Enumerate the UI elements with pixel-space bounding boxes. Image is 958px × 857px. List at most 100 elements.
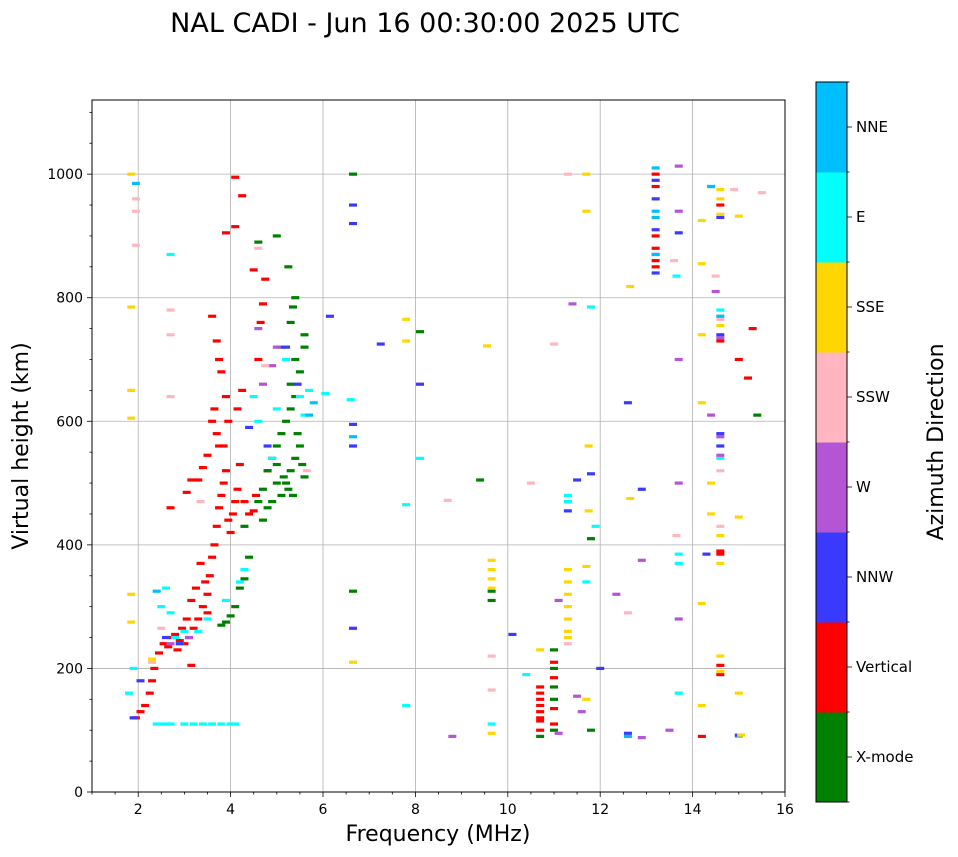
data-point [148,679,157,683]
data-point [563,617,572,621]
data-point [651,252,660,257]
data-point [245,512,254,516]
data-point [349,221,358,226]
data-point [550,648,558,652]
data-point [277,345,286,349]
data-point [508,632,517,637]
data-point [563,635,572,640]
data-point [321,391,330,396]
data-point [166,642,175,646]
data-point [651,215,660,219]
data-point [231,500,240,504]
data-point [258,382,267,386]
data-point [674,164,683,168]
data-point [349,203,358,207]
data-point [284,265,293,269]
data-point [550,722,558,726]
data-point [127,620,136,624]
data-point [173,648,182,652]
data-point [416,330,425,334]
data-point [180,722,189,726]
data-point [757,191,766,195]
colorbar-label: SSE [856,298,885,316]
data-point [550,706,558,711]
colorbar-label: E [856,208,865,226]
data-point [198,605,207,609]
y-axis: 0 200 400 600 800 1000 [47,111,92,801]
data-point [182,617,191,621]
data-point [282,345,291,349]
data-point [175,639,184,643]
data-point [300,413,309,417]
data-point [586,537,595,541]
data-point [623,611,632,615]
data-point [716,339,725,343]
data-point [487,567,496,572]
data-point [716,549,725,553]
colorbar-title: Azimuth Direction [924,343,949,540]
data-point [349,172,358,176]
data-point [282,357,291,362]
data-point [238,388,247,392]
data-point [716,669,725,674]
data-point [674,617,683,621]
data-point [716,453,725,457]
colorbar-segment [816,262,847,353]
data-point [672,274,681,278]
data-point [201,580,210,584]
chart-title: NAL CADI - Jun 16 00:30:00 2025 UTC [170,8,680,39]
data-point [254,500,263,504]
data-point [674,209,683,213]
data-point [309,401,318,405]
data-point [302,469,311,473]
data-point [194,478,203,482]
data-point [582,697,591,701]
data-point [157,626,166,630]
data-point [148,660,157,664]
colorbar-label: W [856,478,871,496]
data-point [152,589,161,593]
series-nne [131,166,725,738]
data-point [191,586,200,590]
data-point [563,509,572,513]
data-point [402,503,411,507]
data-point [623,734,632,738]
data-point [286,382,295,386]
data-point [217,722,226,726]
data-point [221,598,230,603]
data-point [198,722,207,726]
data-point [217,493,226,498]
colorbar-segment [816,712,847,803]
colorbar-label: SSW [856,388,890,406]
colorbar-label: X-mode [856,748,913,766]
data-point [161,722,170,726]
data-point [240,524,249,528]
data-point [554,731,563,735]
data-point [141,703,150,708]
data-point [249,268,258,272]
data-point [550,697,558,701]
data-point [249,509,258,513]
data-point [148,657,157,661]
data-point [194,617,203,621]
data-point [711,274,720,278]
data-point [651,271,660,275]
data-point [697,262,706,266]
data-point [443,498,452,502]
data-point [217,623,226,627]
data-point [272,345,281,349]
data-point [563,580,572,584]
data-point [563,172,572,176]
data-point [164,645,173,649]
x-tick-label: 2 [134,802,143,818]
data-point [402,317,411,321]
data-point [536,716,545,720]
data-point [651,234,660,238]
data-point [256,320,265,325]
data-point [734,357,743,362]
data-point [651,265,660,269]
data-point [288,493,297,498]
data-point [221,469,230,473]
data-point [526,481,535,485]
data-point [254,419,263,423]
